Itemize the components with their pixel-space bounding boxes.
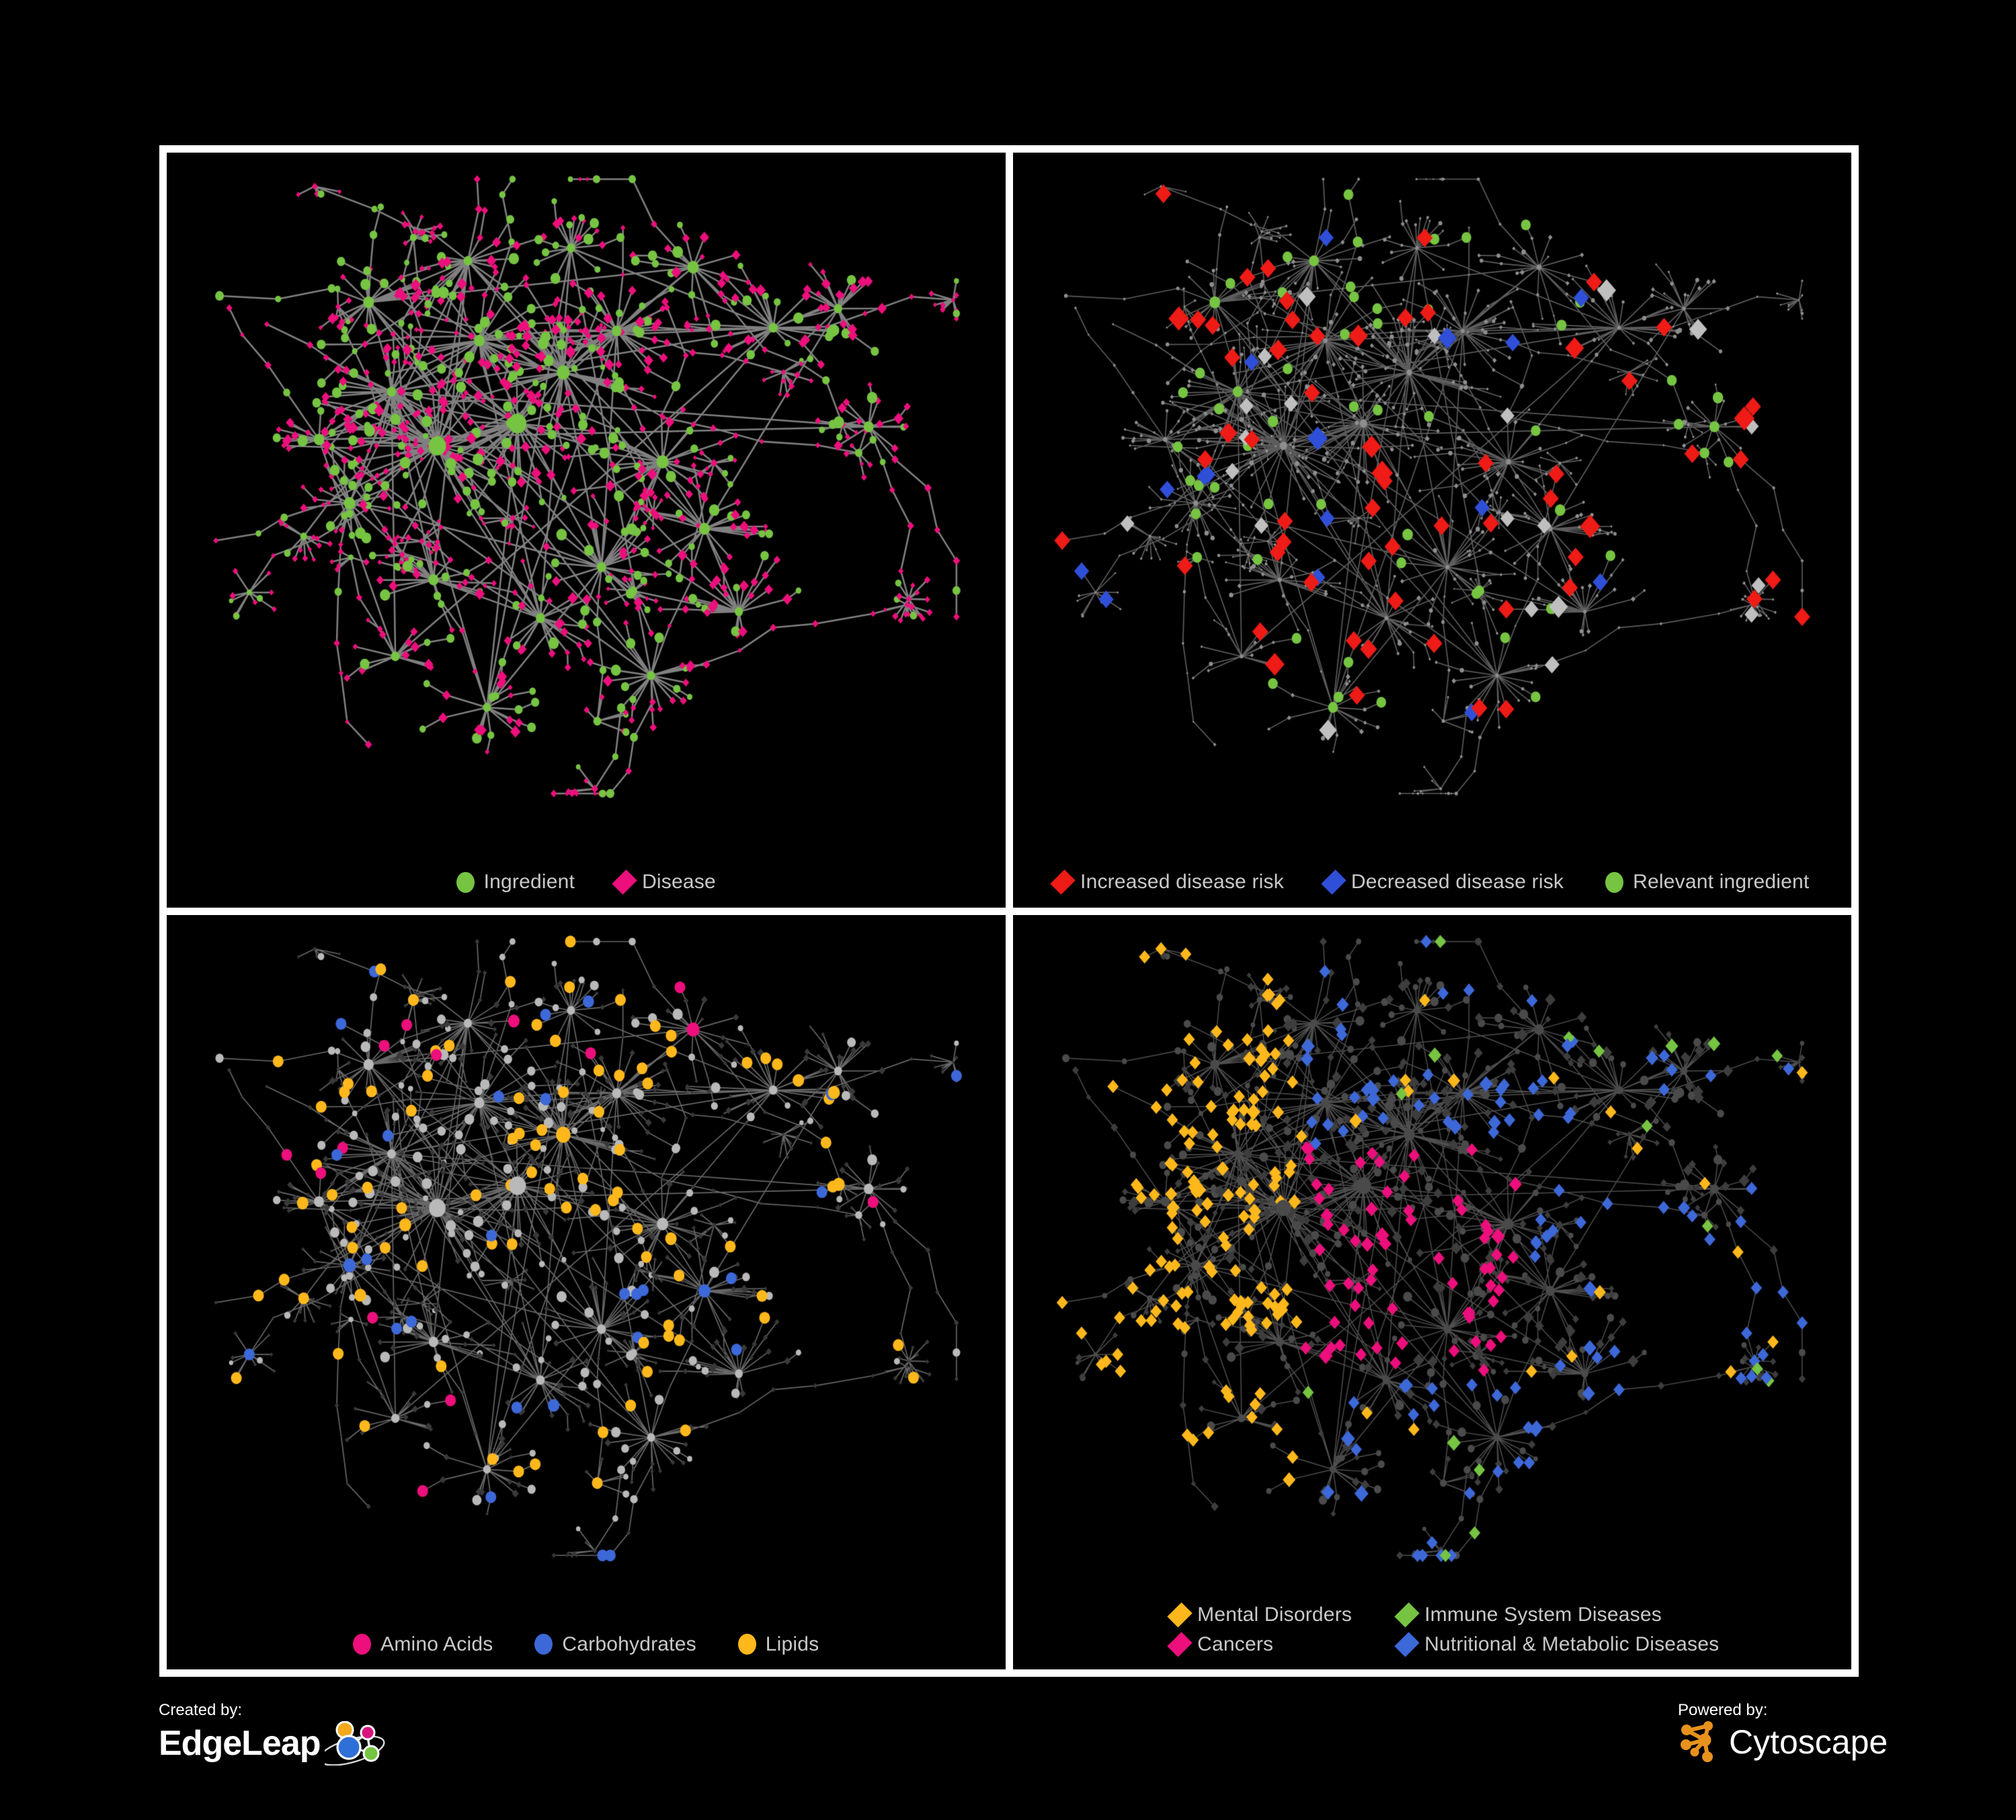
immune-system-diseases-diamond-icon: [1394, 1602, 1420, 1628]
legend-item-amino-acids[interactable]: Amino Acids: [353, 1634, 493, 1655]
legend-ingredient-disease: Ingredient Disease: [167, 869, 1006, 895]
legend-label-relevant-ingredient: Relevant ingredient: [1633, 871, 1810, 893]
edgeleap-logo-row: EdgeLeap: [159, 1721, 399, 1766]
disease-diamond-icon: [612, 869, 637, 895]
created-by-label: Created by:: [159, 1701, 243, 1719]
legend-label-disease: Disease: [642, 871, 716, 893]
legend-label-ingredient: Ingredient: [483, 871, 575, 893]
legend-label-increased-risk: Increased disease risk: [1080, 871, 1284, 893]
legend-item-immune-system-diseases[interactable]: Immune System Diseases: [1394, 1602, 1719, 1628]
amino-acids-circle-icon: [353, 1634, 372, 1655]
cytoscape-graph-icon: [1681, 1721, 1713, 1762]
lipids-circle-icon: [737, 1634, 756, 1655]
legend-item-disease[interactable]: Disease: [612, 869, 716, 895]
legend-label-carbohydrates: Carbohydrates: [562, 1632, 696, 1655]
legend-item-increased-risk[interactable]: Increased disease risk: [1050, 869, 1284, 895]
panel-ingredient-disease[interactable]: Ingredient Disease: [167, 153, 1006, 908]
legend-item-relevant-ingredient[interactable]: Relevant ingredient: [1605, 871, 1810, 893]
panel-grid: Ingredient Disease Increased disease ris…: [159, 145, 1859, 1677]
legend-label-decreased-risk: Decreased disease risk: [1350, 871, 1564, 893]
legend-item-lipids[interactable]: Lipids: [737, 1632, 819, 1655]
legend-label-amino-acids: Amino Acids: [380, 1632, 493, 1655]
cytoscape-branding[interactable]: Powered by:: [1678, 1702, 1888, 1763]
panel-disease-class[interactable]: Mental Disorders Immune System Diseases …: [1012, 914, 1852, 1669]
relevant-ingredient-circle-icon: [1605, 871, 1624, 893]
legend-item-carbohydrates[interactable]: Carbohydrates: [534, 1634, 696, 1655]
legend-nutrient-class: Amino Acids Carbohydrates Lipids: [167, 1634, 1006, 1655]
carbohydrates-circle-icon: [534, 1634, 553, 1655]
panel-disease-risk[interactable]: Increased disease risk Decreased disease…: [1012, 153, 1852, 908]
legend-item-mental-disorders[interactable]: Mental Disorders: [1167, 1602, 1353, 1628]
network-canvas-ingredient-disease[interactable]: [167, 153, 1006, 908]
network-canvas-disease-risk[interactable]: [1012, 153, 1851, 908]
legend-disease-risk: Increased disease risk Decreased disease…: [1013, 869, 1852, 895]
panel-nutrient-class[interactable]: Amino Acids Carbohydrates Lipids: [167, 914, 1006, 1669]
legend-label-mental-disorders: Mental Disorders: [1197, 1604, 1353, 1626]
legend-label-cancers: Cancers: [1197, 1633, 1274, 1655]
legend-label-metabolic-diseases: Nutritional & Metabolic Diseases: [1424, 1633, 1720, 1655]
legend-item-ingredient[interactable]: Ingredient: [456, 871, 575, 893]
increased-risk-diamond-icon: [1050, 869, 1076, 895]
metabolic-diseases-diamond-icon: [1394, 1632, 1420, 1657]
powered-by-label: Powered by:: [1678, 1701, 1768, 1719]
footer: Created by: EdgeLeap Powered by:: [0, 1681, 2016, 1820]
legend-item-metabolic-diseases[interactable]: Nutritional & Metabolic Diseases: [1394, 1632, 1720, 1657]
legend-item-cancers[interactable]: Cancers: [1167, 1632, 1352, 1657]
edgeleap-graph-icon: [324, 1721, 385, 1766]
mental-disorders-diamond-icon: [1167, 1602, 1193, 1628]
edgeleap-wordmark: EdgeLeap: [159, 1724, 321, 1763]
ingredient-circle-icon: [456, 871, 475, 893]
cytoscape-logo-row: Cytoscape: [1678, 1721, 1888, 1763]
legend-disease-class: Mental Disorders Immune System Diseases …: [1013, 1602, 1852, 1657]
network-canvas-disease-class[interactable]: [1012, 914, 1851, 1669]
network-canvas-nutrient-class[interactable]: [167, 914, 1006, 1669]
legend-item-decreased-risk[interactable]: Decreased disease risk: [1321, 869, 1564, 895]
cancers-diamond-icon: [1167, 1632, 1193, 1657]
legend-label-lipids: Lipids: [765, 1632, 819, 1655]
cytoscape-wordmark: Cytoscape: [1729, 1723, 1888, 1761]
edgeleap-branding[interactable]: Created by: EdgeLeap: [159, 1702, 399, 1766]
legend-label-immune-system-diseases: Immune System Diseases: [1424, 1604, 1662, 1626]
decreased-risk-diamond-icon: [1321, 869, 1346, 895]
